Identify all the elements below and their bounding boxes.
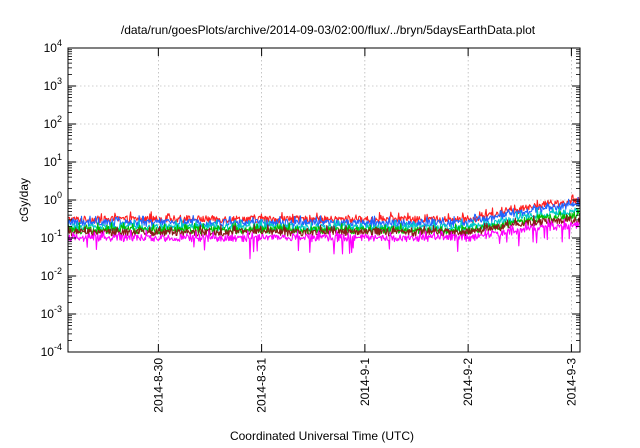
y-tick-base: 10 [44, 193, 58, 207]
y-tick-base: 10 [41, 231, 55, 245]
x-axis-label: Coordinated Universal Time (UTC) [230, 429, 414, 443]
y-tick-base: 10 [41, 345, 55, 359]
y-tick-exponent: -4 [54, 342, 62, 352]
grid [68, 48, 580, 352]
x-tick-label: 2014-9-2 [461, 358, 475, 406]
y-tick-exponent: 1 [57, 152, 62, 162]
y-tick-exponent: 2 [57, 114, 62, 124]
y-tick-base: 10 [44, 117, 58, 131]
y-tick-base: 10 [41, 307, 55, 321]
y-tick-label: 10-3 [41, 304, 62, 321]
x-tick-labels: 2014-8-30 2014-8-31 2014-9-1 2014-9-2 2014-9… [151, 358, 578, 413]
y-axis-label: cGy/day [17, 178, 31, 222]
y-tick-base: 10 [44, 155, 58, 169]
y-tick-exponent: -1 [54, 228, 62, 238]
y-tick-base: 10 [41, 269, 55, 283]
ticks [68, 47, 580, 353]
y-tick-label: 10-4 [41, 342, 62, 359]
x-tick-label: 2014-8-31 [255, 358, 269, 413]
x-tick-label: 2014-9-1 [358, 358, 372, 406]
y-tick-exponent: -2 [54, 266, 62, 276]
y-tick-label: 102 [44, 114, 62, 131]
y-tick-label: 101 [44, 152, 62, 169]
x-tick-label: 2014-9-3 [564, 358, 578, 406]
series-line-5 [67, 213, 581, 237]
y-tick-label: 100 [44, 190, 62, 207]
x-tick-label: 2014-8-30 [151, 358, 165, 413]
y-tick-label: 10-1 [41, 228, 62, 245]
series-line-6 [67, 218, 581, 260]
y-tick-exponent: -3 [54, 304, 62, 314]
y-tick-label: 104 [44, 38, 62, 55]
chart-title: /data/run/goesPlots/archive/2014-09-03/0… [121, 23, 536, 37]
y-tick-label: 103 [44, 76, 62, 93]
y-tick-exponent: 4 [57, 38, 62, 48]
series-layer [67, 194, 581, 260]
y-tick-base: 10 [44, 79, 58, 93]
y-tick-exponent: 3 [57, 76, 62, 86]
y-tick-exponent: 0 [57, 190, 62, 200]
y-tick-base: 10 [44, 41, 58, 55]
y-tick-label: 10-2 [41, 266, 62, 283]
